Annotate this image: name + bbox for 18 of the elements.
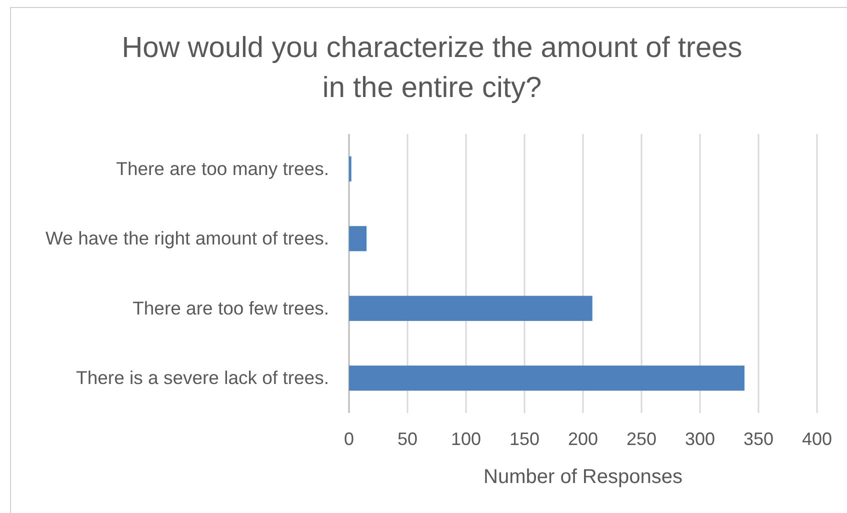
y-tick-label: There are too few trees.: [132, 297, 329, 318]
x-axis-title: Number of Responses: [484, 466, 682, 488]
y-tick-label: There is a severe lack of trees.: [76, 367, 329, 388]
x-tick-label: 100: [450, 428, 482, 449]
x-tick-label: 350: [743, 428, 774, 449]
x-tick-label: 200: [568, 428, 598, 449]
x-tick-label: 300: [684, 428, 716, 449]
x-tick-label: 50: [397, 428, 418, 449]
bar: [349, 296, 592, 321]
x-tick-label: 150: [509, 428, 540, 449]
chart-title: How would you characterize the amount of trees in the entire city?: [122, 32, 742, 104]
x-tick-label: 0: [344, 428, 354, 449]
bar: [349, 226, 367, 252]
y-tick-label: There are too many trees.: [116, 158, 329, 179]
bar: [349, 366, 744, 391]
x-tick-label: 250: [626, 428, 657, 449]
y-tick-label: We have the right amount of trees.: [46, 228, 329, 249]
x-tick-label: 400: [802, 428, 832, 449]
